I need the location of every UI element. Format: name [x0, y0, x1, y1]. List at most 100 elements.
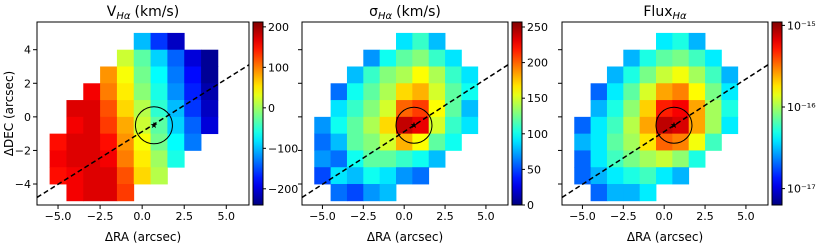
- pixel: [721, 66, 739, 84]
- colorbar-tick-label: 200: [527, 57, 548, 70]
- pixel: [330, 133, 348, 151]
- y-tick-label: −4: [15, 178, 31, 191]
- pixel: [688, 83, 706, 101]
- pixel: [184, 116, 202, 135]
- pixel: [590, 116, 608, 135]
- pixel: [150, 66, 168, 84]
- pixel: [623, 184, 641, 202]
- pixel: [428, 32, 446, 51]
- pixel: [379, 116, 397, 135]
- pixel: [574, 133, 592, 151]
- pixel: [461, 66, 479, 84]
- pixel: [116, 184, 135, 202]
- pixel: [639, 49, 657, 67]
- pixel: [83, 100, 101, 118]
- pixel: [412, 83, 430, 101]
- axes-frame: [301, 21, 509, 206]
- pixel: [167, 32, 185, 51]
- pixel: [167, 66, 185, 84]
- colorbar: [252, 21, 264, 206]
- pixel: [445, 83, 462, 101]
- pixel: [623, 49, 641, 67]
- pixel: [116, 100, 135, 118]
- pixel: [133, 83, 151, 101]
- pixel: [116, 49, 135, 67]
- pixel: [639, 167, 657, 185]
- y-tick-label: 2: [24, 77, 31, 90]
- pixel: [346, 83, 364, 101]
- pixel: [606, 83, 624, 101]
- pixel: [396, 167, 413, 185]
- pixel: [314, 167, 332, 185]
- x-tick-label: 2.5: [175, 210, 193, 223]
- pixel: [590, 150, 608, 168]
- pixel: [672, 32, 690, 51]
- pixel: [606, 133, 624, 151]
- y-tick-label: 4: [24, 44, 31, 57]
- pixel: [83, 116, 101, 135]
- pixel: [379, 133, 397, 151]
- pixel: [672, 167, 690, 185]
- x-tick-label: 2.5: [696, 210, 714, 223]
- pixel: [116, 83, 135, 101]
- pixel: [314, 150, 332, 168]
- pixel: [705, 66, 722, 84]
- pixel: [412, 32, 430, 51]
- pixel: [396, 83, 413, 101]
- axis-line: [562, 64, 768, 199]
- pixel: [83, 167, 101, 185]
- x-axis-label: ΔRA (arcsec): [105, 230, 181, 244]
- pixel: [623, 66, 641, 84]
- pixel: [606, 100, 624, 118]
- pixel: [721, 100, 739, 118]
- pixel: [688, 66, 706, 84]
- pixel: [705, 116, 722, 135]
- pixel: [461, 116, 479, 135]
- pixel: [133, 32, 151, 51]
- pixel: [590, 184, 608, 202]
- pixel: [150, 32, 168, 51]
- pixel: [184, 100, 202, 118]
- pixel: [428, 49, 446, 67]
- pixel: [445, 49, 462, 67]
- pixel: [49, 150, 67, 168]
- pixel: [83, 184, 101, 202]
- pixel: [116, 66, 135, 84]
- pixel: [428, 66, 446, 84]
- pixel: [100, 83, 118, 101]
- pixel: [330, 116, 348, 135]
- x-axis-label: ΔRA (arcsec): [627, 230, 703, 244]
- pixel: [623, 167, 641, 185]
- pixel: [363, 150, 381, 168]
- pixel: [379, 150, 397, 168]
- pixel: [379, 83, 397, 101]
- x-tick-label: −2.5: [87, 210, 114, 223]
- pixel: [396, 100, 413, 118]
- pixel: [346, 150, 364, 168]
- pixel: [412, 66, 430, 84]
- pixel: [330, 100, 348, 118]
- colorbar-tick-label: −100: [268, 142, 298, 155]
- y-axis-label: ΔDEC (arcsec): [2, 71, 16, 156]
- colorbar: [511, 21, 523, 206]
- colorbar-tick-label: 250: [527, 21, 548, 34]
- pixel: [688, 116, 706, 135]
- pixel: [330, 150, 348, 168]
- colorbar-tick-label: 0: [527, 199, 534, 212]
- pixel: [346, 133, 364, 151]
- pixel: [606, 66, 624, 84]
- pixel: [100, 167, 118, 185]
- center-marker: [670, 121, 678, 129]
- colorbar-tick-label: −200: [268, 183, 298, 196]
- pixel: [116, 116, 135, 135]
- pixel: [590, 133, 608, 151]
- pixel: [100, 66, 118, 84]
- pixel: [314, 133, 332, 151]
- aperture: [134, 106, 173, 145]
- pixel: [314, 116, 332, 135]
- colorbar-tick-label: 100: [268, 61, 289, 74]
- pixel: [639, 184, 657, 202]
- pixel: [167, 133, 185, 151]
- pixel: [461, 83, 479, 101]
- pixel: [49, 133, 67, 151]
